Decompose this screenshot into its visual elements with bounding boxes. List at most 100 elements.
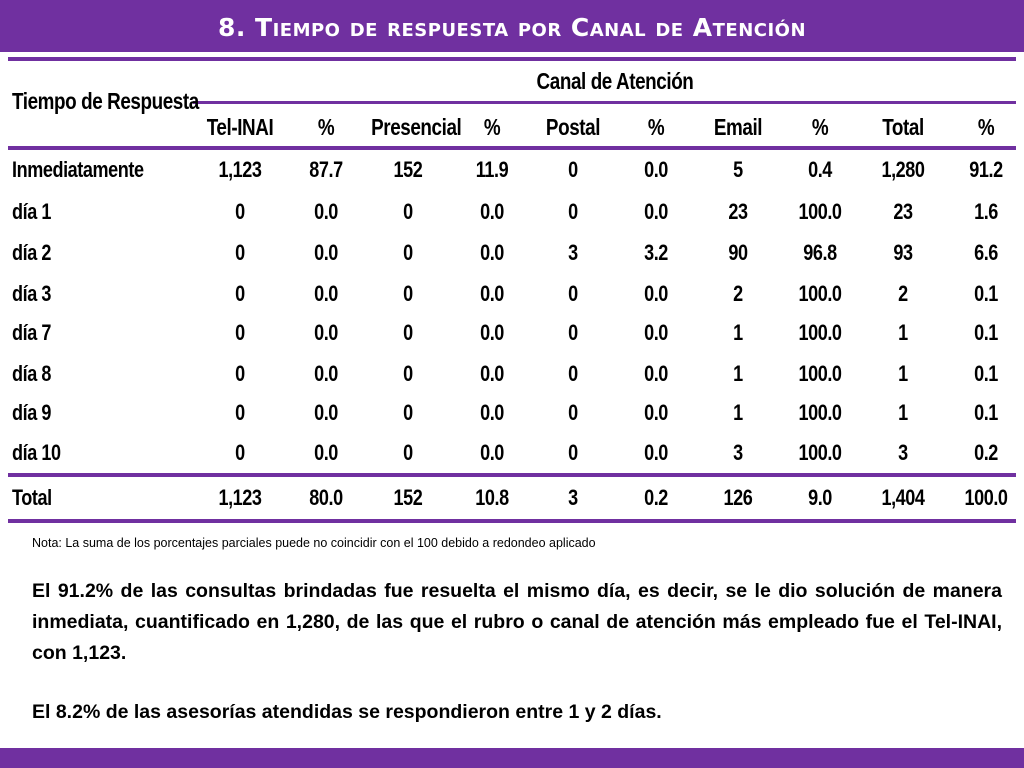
table-cell: 100.0 — [798, 320, 842, 345]
table-cell: 2 — [733, 281, 743, 306]
table-cell: 100.0 — [798, 361, 842, 386]
table-cell: 0 — [568, 157, 578, 182]
column-header: % — [483, 114, 501, 140]
row-header: Tiempo de Respuesta — [12, 88, 199, 114]
row-label: día 10 — [12, 440, 61, 465]
total-cell: 9.0 — [808, 485, 832, 510]
table-cell: 0.0 — [480, 281, 504, 306]
column-header: Total — [882, 114, 924, 140]
table-cell: 0.0 — [644, 199, 668, 224]
group-header: Canal de Atención — [536, 68, 694, 94]
table-cell: 1 — [733, 400, 743, 425]
table-cell: 0.1 — [974, 320, 998, 345]
header-bottom-rule — [8, 146, 1016, 150]
total-label: Total — [12, 485, 52, 510]
total-cell: 1,123 — [218, 485, 262, 510]
table-cell: 0 — [403, 320, 413, 345]
table-cell: 0.0 — [314, 240, 338, 265]
row-label: día 9 — [12, 400, 52, 425]
table-cell: 0.0 — [314, 440, 338, 465]
table-cell: 1,280 — [881, 157, 925, 182]
column-header: % — [811, 114, 829, 140]
table-cell: 152 — [393, 157, 423, 182]
row-label: día 1 — [12, 199, 52, 224]
table-cell: 1.6 — [974, 199, 998, 224]
table-cell: 0 — [403, 199, 413, 224]
table-cell: 0.0 — [644, 157, 668, 182]
row-label: día 3 — [12, 281, 52, 306]
column-header: Postal — [545, 114, 601, 140]
table-cell: 0.0 — [644, 361, 668, 386]
table-cell: 0.0 — [314, 199, 338, 224]
table-cell: 11.9 — [475, 157, 509, 182]
table-cell: 0 — [568, 199, 578, 224]
table-cell: 0 — [235, 440, 245, 465]
table-note: Nota: La suma de los porcentajes parcial… — [32, 536, 596, 550]
table-cell: 5 — [733, 157, 743, 182]
column-header: Tel-INAI — [206, 114, 274, 140]
table-cell: 0.0 — [480, 320, 504, 345]
table-cell: 87.7 — [309, 157, 343, 182]
total-cell: 0.2 — [644, 485, 668, 510]
table-cell: 91.2 — [969, 157, 1003, 182]
table-cell: 3 — [733, 440, 743, 465]
table-cell: 3 — [568, 240, 578, 265]
table-cell: 0.0 — [314, 281, 338, 306]
table-cell: 100.0 — [798, 400, 842, 425]
row-label: día 8 — [12, 361, 52, 386]
row-label: día 7 — [12, 320, 52, 345]
table-cell: 0.2 — [974, 440, 998, 465]
title-bar — [0, 0, 1024, 52]
table-cell: 23 — [728, 199, 748, 224]
table-cell: 0.0 — [314, 361, 338, 386]
table-cell: 2 — [898, 281, 908, 306]
table-cell: 0 — [403, 440, 413, 465]
table-cell: 0.0 — [644, 440, 668, 465]
table-cell: 0.0 — [314, 320, 338, 345]
table-cell: 0 — [568, 320, 578, 345]
table-cell: 90 — [728, 240, 748, 265]
table-cell: 0.0 — [480, 240, 504, 265]
table-cell: 1 — [898, 400, 908, 425]
total-cell: 100.0 — [964, 485, 1008, 510]
table-cell: 96.8 — [803, 240, 837, 265]
table-cell: 0 — [235, 281, 245, 306]
total-cell: 3 — [568, 485, 578, 510]
table-cell: 0.1 — [974, 361, 998, 386]
total-top-rule — [8, 473, 1016, 477]
table-cell: 0.0 — [480, 199, 504, 224]
group-header-rule — [193, 101, 1016, 104]
column-header: % — [317, 114, 335, 140]
table-cell: 1 — [733, 320, 743, 345]
table-cell: 100.0 — [798, 440, 842, 465]
table-cell: 1,123 — [218, 157, 262, 182]
table-cell: 0.0 — [480, 400, 504, 425]
table-cell: 0 — [235, 400, 245, 425]
total-cell: 10.8 — [475, 485, 509, 510]
row-label: día 2 — [12, 240, 52, 265]
table-cell: 23 — [893, 199, 913, 224]
table-top-rule — [8, 57, 1016, 61]
table-cell: 6.6 — [974, 240, 998, 265]
column-header: % — [977, 114, 995, 140]
table-cell: 100.0 — [798, 199, 842, 224]
total-cell: 1,404 — [881, 485, 925, 510]
table-cell: 3.2 — [644, 240, 668, 265]
table-cell: 0.0 — [644, 281, 668, 306]
table-cell: 0 — [235, 199, 245, 224]
row-label: Inmediatamente — [12, 157, 144, 182]
total-bottom-rule — [8, 519, 1016, 523]
table-cell: 0 — [235, 361, 245, 386]
table-cell: 0 — [235, 240, 245, 265]
page-title: 8. Tiempo de respuesta por Canal de Aten… — [217, 13, 807, 42]
table-cell: 0 — [568, 400, 578, 425]
table-cell: 1 — [898, 361, 908, 386]
table-cell: 0 — [568, 281, 578, 306]
table-cell: 0 — [403, 240, 413, 265]
total-cell: 126 — [723, 485, 753, 510]
table-cell: 0 — [403, 361, 413, 386]
total-cell: 152 — [393, 485, 423, 510]
table-cell: 100.0 — [798, 281, 842, 306]
bottom-bar — [0, 748, 1024, 768]
column-header: Presencial — [371, 114, 462, 140]
